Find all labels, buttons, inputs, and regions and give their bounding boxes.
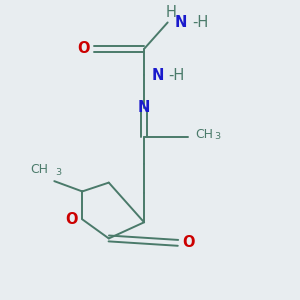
Text: O: O xyxy=(65,212,78,227)
Text: N: N xyxy=(175,15,188,30)
Text: CH: CH xyxy=(196,128,214,141)
Text: -H: -H xyxy=(168,68,184,83)
Text: 3: 3 xyxy=(56,167,62,176)
Text: H: H xyxy=(165,5,176,20)
Text: O: O xyxy=(182,236,195,250)
Text: N: N xyxy=(152,68,164,83)
Text: -H: -H xyxy=(193,15,209,30)
Text: 3: 3 xyxy=(214,132,220,141)
Text: CH: CH xyxy=(30,163,48,176)
Text: O: O xyxy=(77,41,90,56)
Text: N: N xyxy=(138,100,150,115)
